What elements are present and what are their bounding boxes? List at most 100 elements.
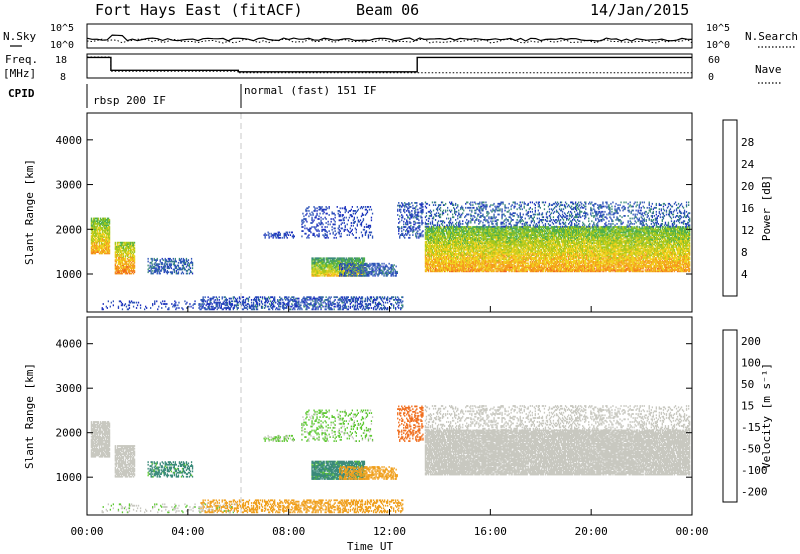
power-echo-cell [185,257,188,260]
power-echo-cell [103,220,106,223]
power-echo-cell [343,219,345,222]
power-echo-cell [317,260,319,262]
power-echo-cell [96,251,99,253]
power-echo-cell [354,264,356,266]
power-echo-cell [398,304,400,307]
power-echo-cell [118,247,121,249]
power-echo-cell [330,261,332,264]
power-echo-cell [91,244,94,247]
power-echo-cell [155,259,157,261]
power-echo-cell [392,266,394,269]
power-echo-cell [92,247,95,249]
power-echo-cell [361,220,364,223]
power-echo-cell [365,262,367,265]
power-echo-cell [99,229,102,232]
power-echo-cell [368,231,371,234]
power-echo-cell [161,263,163,266]
power-echo-cell [392,272,394,274]
power-echo-cell [319,208,321,211]
power-echo-cell [318,208,320,211]
power-echo-cell [380,269,382,272]
power-echo-cell [329,300,331,303]
power-echo-cell [191,261,194,264]
power-echo-cell [307,207,309,210]
power-echo-cell [93,239,96,241]
power-echo-cell [135,301,138,304]
power-echo-cell [139,304,142,307]
power-echo-cell [311,264,313,266]
power-echo-cell [325,212,327,215]
power-echo-cell [407,227,409,230]
power-echo-cell [115,245,117,248]
power-echo-cell [355,261,357,264]
power-echo-cell [338,261,340,264]
power-echo-cell [413,216,415,219]
power-echo-cell [351,264,353,266]
power-echo-cell [128,241,131,244]
power-echo-cell [132,241,135,244]
power-echo-cell [153,257,155,260]
power-echo-cell [384,265,386,268]
power-echo-cell [102,232,105,235]
power-echo-cell [312,269,314,272]
nsky-label: N.Sky [3,30,36,43]
power-echo-cell [302,226,304,228]
power-echo-cell [160,270,162,272]
power-echo-cell [175,304,177,307]
power-echo-cell [103,235,106,237]
power-echo-cell [121,260,124,263]
power-echo-cell [328,273,330,276]
power-echo-cell [233,305,235,308]
power-echo-cell [342,272,344,274]
power-echo-cell [327,264,329,266]
power-echo-cell [98,247,101,249]
power-echo-cell [335,236,337,239]
power-echo-cell [224,299,226,301]
power-echo-cell [164,259,166,261]
power-echo-cell [94,223,97,225]
power-echo-cell [153,259,155,261]
power-echo-cell [345,257,347,260]
power-echo-cell [323,235,325,238]
power-echo-cell [225,301,227,304]
power-echo-cell [346,223,348,226]
power-echo-cell [397,210,399,212]
power-echo-cell [322,270,324,273]
power-echo-cell [412,234,414,236]
power-echo-cell [94,221,97,224]
power-echo-cell [129,243,132,245]
power-echo-cell [314,264,316,266]
power-echo-cell [339,268,341,270]
power-echo-cell [126,243,129,245]
power-echo-cell [115,247,117,249]
power-echo-cell [114,264,116,267]
power-echo-cell [384,296,386,299]
power-echo-cell [325,264,327,266]
power-echo-cell [125,261,128,264]
power-echo-cell [305,218,307,220]
power-echo-cell [327,274,329,277]
power-echo-cell [104,231,107,233]
power-echo-cell [100,247,103,249]
power-echo-cell [157,267,159,270]
power-echo-cell [356,216,358,219]
power-echo-cell [313,268,315,270]
power-echo-cell [107,219,110,221]
power-echo-cell [129,267,132,270]
power-echo-cell [390,270,392,273]
power-echo-cell [174,267,176,270]
power-echo-cell [176,264,178,267]
power-echo-cell [318,260,320,262]
power-echo-cell [405,226,407,228]
power-echo-cell [316,258,318,261]
power-echo-cell [230,305,232,308]
power-echo-cell [318,261,320,264]
power-echo-cell [90,249,93,252]
power-echo-cell [319,206,321,208]
power-echo-cell [107,245,110,248]
power-echo-cell [132,257,135,260]
power-echo-cell [121,243,124,245]
power-echo-cell [190,271,193,274]
power-echo-cell [117,257,120,260]
power-echo-cell [260,305,263,308]
